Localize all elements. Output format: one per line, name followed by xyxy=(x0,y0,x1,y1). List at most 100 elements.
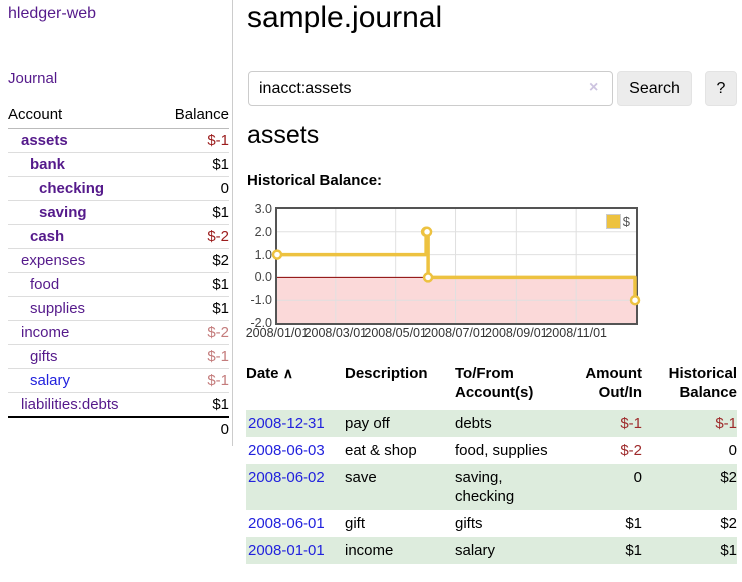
x-tick-label: 2008/03/01 xyxy=(304,326,368,340)
account-name-cell: saving xyxy=(8,200,157,225)
account-row: checking 0 xyxy=(8,176,229,201)
account-row: food $1 xyxy=(8,272,229,297)
account-name-cell: cash xyxy=(8,224,157,249)
account-balance: $1 xyxy=(156,200,229,225)
y-tick-label: 0.0 xyxy=(254,270,272,285)
table-row: 2008-01-01 income salary $1 $1 xyxy=(246,537,737,564)
transaction-date-cell: 2008-06-02 xyxy=(246,464,345,510)
transaction-accounts: debts xyxy=(455,415,492,432)
transaction-description: eat & shop xyxy=(345,442,417,459)
y-tick-label: -1.0 xyxy=(250,293,272,308)
transaction-balance: $-1 xyxy=(715,415,737,432)
register-header-amount: Amount Out/In xyxy=(585,365,642,401)
account-link[interactable]: food xyxy=(30,276,60,293)
account-balance: $1 xyxy=(156,272,229,297)
account-row: saving $1 xyxy=(8,200,229,225)
transaction-description: income xyxy=(345,542,394,559)
account-row: salary $-1 xyxy=(8,368,229,393)
transaction-amount: $-2 xyxy=(620,442,642,459)
account-name-cell: salary xyxy=(8,368,157,393)
account-link[interactable]: bank xyxy=(30,156,66,173)
account-link[interactable]: cash xyxy=(30,228,65,245)
account-link[interactable]: salary xyxy=(30,372,71,389)
account-row: assets $-1 xyxy=(8,128,229,153)
x-tick-label: 2008/07/01 xyxy=(424,326,487,340)
accounts-header-account: Account xyxy=(8,104,157,129)
account-name-cell: supplies xyxy=(8,296,157,321)
accounts-header-row: Account Balance xyxy=(8,104,229,129)
account-row: liabilities:debts $1 xyxy=(8,392,229,418)
table-row: 2008-06-01 gift gifts $1 $2 xyxy=(246,510,737,537)
account-row: expenses $2 xyxy=(8,248,229,273)
account-link[interactable]: assets xyxy=(21,132,68,149)
x-tick-label: 2008/01/01 xyxy=(245,326,309,340)
account-link[interactable]: income xyxy=(21,324,70,341)
transaction-date-cell: 2008-01-01 xyxy=(246,537,345,564)
chart-plot-area: $ xyxy=(271,207,641,325)
help-button[interactable]: ? xyxy=(705,71,737,106)
transaction-description: save xyxy=(345,469,377,486)
page-title: sample.journal xyxy=(247,1,443,34)
account-link[interactable]: expenses xyxy=(21,252,86,269)
transaction-balance: $2 xyxy=(720,515,737,532)
register-header-description: Description xyxy=(345,365,428,382)
transaction-balance: $2 xyxy=(720,469,737,486)
account-name-cell: assets xyxy=(8,128,157,153)
accounts-header-balance: Balance xyxy=(156,104,229,129)
transaction-date-link[interactable]: 2008-12-31 xyxy=(248,415,325,432)
y-tick-label: 3.0 xyxy=(254,202,272,216)
transaction-accounts: gifts xyxy=(455,515,483,532)
register-header-date[interactable]: Date ∧ xyxy=(246,365,293,382)
chart-title: Historical Balance: xyxy=(247,172,383,189)
account-link[interactable]: liabilities:debts xyxy=(21,396,119,413)
register-header-row: Date ∧ Description To/From Account(s) Am… xyxy=(246,361,737,410)
account-balance: $-2 xyxy=(156,320,229,345)
account-balance: $1 xyxy=(156,296,229,321)
account-balance: $-1 xyxy=(156,344,229,369)
account-name-cell: liabilities:debts xyxy=(8,392,157,418)
sidebar: hledger-web Journal Account Balance asse… xyxy=(0,0,233,446)
transaction-date-cell: 2008-06-03 xyxy=(246,437,345,464)
transaction-balance: $1 xyxy=(720,542,737,559)
x-tick-label: 2008/05/01 xyxy=(364,326,427,340)
account-balance: $1 xyxy=(156,152,229,177)
transaction-date-link[interactable]: 2008-06-02 xyxy=(248,469,325,486)
account-link[interactable]: supplies xyxy=(30,300,86,317)
transaction-description: gift xyxy=(345,515,366,532)
legend-label: $ xyxy=(622,214,630,229)
account-row: bank $1 xyxy=(8,152,229,177)
x-tick-label: 2008/11/01 xyxy=(545,326,607,340)
app-title-link[interactable]: hledger-web xyxy=(8,5,97,22)
y-tick-label: 1.0 xyxy=(254,247,272,262)
account-balance: 0 xyxy=(156,176,229,201)
account-balance: $1 xyxy=(156,392,229,418)
transaction-accounts: salary xyxy=(455,542,496,559)
transaction-date-link[interactable]: 2008-01-01 xyxy=(248,542,325,559)
transaction-date-link[interactable]: 2008-06-03 xyxy=(248,442,325,459)
search-form: × Search ? xyxy=(248,71,737,106)
register-header-balance: Historical Balance xyxy=(668,365,737,401)
transaction-amount: $1 xyxy=(625,542,642,559)
account-balance: $2 xyxy=(156,248,229,273)
table-row: 2008-12-31 pay off debts $-1 $-1 xyxy=(246,410,737,437)
transaction-accounts: saving, checking xyxy=(455,469,515,505)
legend-swatch-icon xyxy=(605,214,621,229)
accounts-table: Account Balance assets $-1 bank $1 checking 0… xyxy=(8,104,229,441)
account-balance: $-1 xyxy=(156,128,229,153)
account-link[interactable]: saving xyxy=(39,204,87,221)
transaction-description: pay off xyxy=(345,415,390,432)
search-input[interactable] xyxy=(248,71,613,106)
sidebar-item-journal[interactable]: Journal xyxy=(8,70,58,87)
chart-canvas xyxy=(271,209,641,323)
account-row: gifts $-1 xyxy=(8,344,229,369)
transaction-amount: $-1 xyxy=(620,415,642,432)
accounts-total-balance: 0 xyxy=(156,416,229,441)
account-link[interactable]: gifts xyxy=(30,348,58,365)
account-link[interactable]: checking xyxy=(39,180,105,197)
sort-ascending-icon: ∧ xyxy=(282,365,293,381)
search-button[interactable]: Search xyxy=(617,71,692,106)
transaction-date-link[interactable]: 2008-06-01 xyxy=(248,515,325,532)
account-heading: assets xyxy=(247,121,320,149)
clear-search-icon[interactable]: × xyxy=(589,79,599,96)
account-balance: $-2 xyxy=(156,224,229,249)
